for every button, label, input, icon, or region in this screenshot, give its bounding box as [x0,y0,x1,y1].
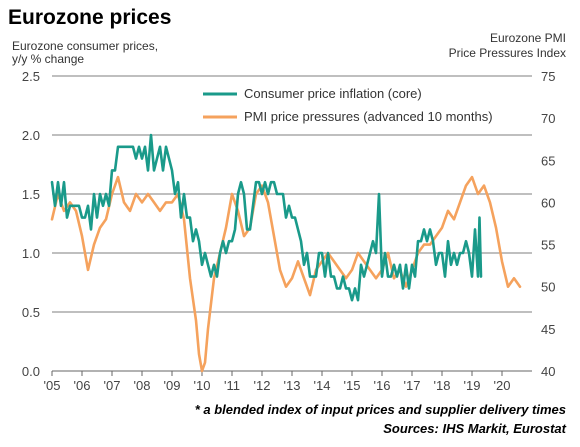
x-tick-06: '06 [74,378,91,393]
x-tick-19: '19 [464,378,481,393]
x-tick-12: '12 [254,378,271,393]
right-tick-45: 45 [541,322,555,337]
left-tick-1.5: 1.5 [22,187,40,202]
left-axis-label-line1: Eurozone consumer prices, [12,39,158,53]
right-tick-70: 70 [541,111,555,126]
x-tick-17: '17 [404,378,421,393]
x-tick-11: '11 [224,378,240,393]
x-tick-18: '18 [434,378,451,393]
tick-labels: 0.0 0.5 1.0 1.5 2.0 2.5 40 45 50 55 60 65 70 75 '05 '06… [22,69,556,393]
x-tick-14: '14 [314,378,331,393]
series-line-cpi [50,133,483,302]
left-tick-2.5: 2.5 [22,69,40,84]
right-axis-label-line2: Price Pressures Index [449,46,566,60]
left-tick-1.0: 1.0 [22,246,40,261]
x-tick-05: '05 [44,378,61,393]
right-tick-75: 75 [541,69,555,84]
right-tick-50: 50 [541,280,555,295]
x-tick-10: '10 [194,378,211,393]
left-axis-label-line2: y/y % change [12,52,84,66]
series-line-pmi [50,175,522,373]
footnote: * a blended index of input prices and su… [195,402,566,417]
source-note: Sources: IHS Markit, Eurostat [383,421,566,436]
legend-label-pmi: PMI price pressures (advanced 10 months) [244,109,493,124]
legend: Consumer price inflation (core) PMI pric… [203,86,493,124]
chart-title: Eurozone prices [8,6,171,29]
series [50,133,522,373]
x-tick-16: '16 [374,378,391,393]
left-tick-0.0: 0.0 [22,364,40,379]
legend-label-cpi: Consumer price inflation (core) [244,86,422,101]
right-tick-60: 60 [541,195,555,210]
x-tick-07: '07 [104,378,121,393]
right-tick-65: 65 [541,153,555,168]
x-tick-08: '08 [134,378,151,393]
right-tick-40: 40 [541,364,555,379]
x-tick-13: '13 [284,378,301,393]
right-tick-55: 55 [541,238,555,253]
x-tick-15: '15 [344,378,361,393]
gridlines [52,75,532,313]
left-tick-2.0: 2.0 [22,128,40,143]
right-axis-label-line1: Eurozone PMI [490,31,566,45]
x-tick-20: '20 [494,378,511,393]
left-tick-0.5: 0.5 [22,305,40,320]
x-tick-09: '09 [164,378,181,393]
